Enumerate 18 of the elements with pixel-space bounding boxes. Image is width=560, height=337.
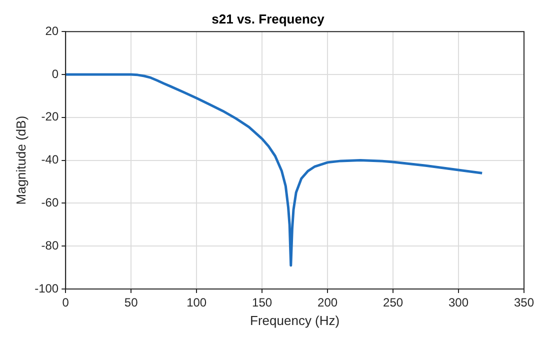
x-tick-label: 350 <box>514 296 534 310</box>
x-tick-label: 50 <box>124 296 138 310</box>
y-axis-title: Magnitude (dB) <box>13 116 28 205</box>
y-tick-label: -20 <box>41 110 59 124</box>
x-tick-label: 300 <box>448 296 469 310</box>
x-tick-label: 150 <box>252 296 272 310</box>
x-axis-title: Frequency (Hz) <box>250 312 340 328</box>
y-tick-label: -40 <box>41 152 59 167</box>
y-tick-label: -100 <box>34 281 59 296</box>
y-tick-label: 0 <box>52 66 59 81</box>
x-tick-label: 250 <box>383 296 404 310</box>
y-tick-label: -60 <box>41 196 59 210</box>
y-tick-label: 20 <box>45 24 59 38</box>
y-tick-label: -80 <box>41 238 59 252</box>
x-tick-label: 200 <box>318 296 338 310</box>
x-tick-label: 0 <box>62 296 70 310</box>
chart-title: s21 vs. Frequency <box>212 11 326 26</box>
x-tick-label: 100 <box>186 296 207 310</box>
